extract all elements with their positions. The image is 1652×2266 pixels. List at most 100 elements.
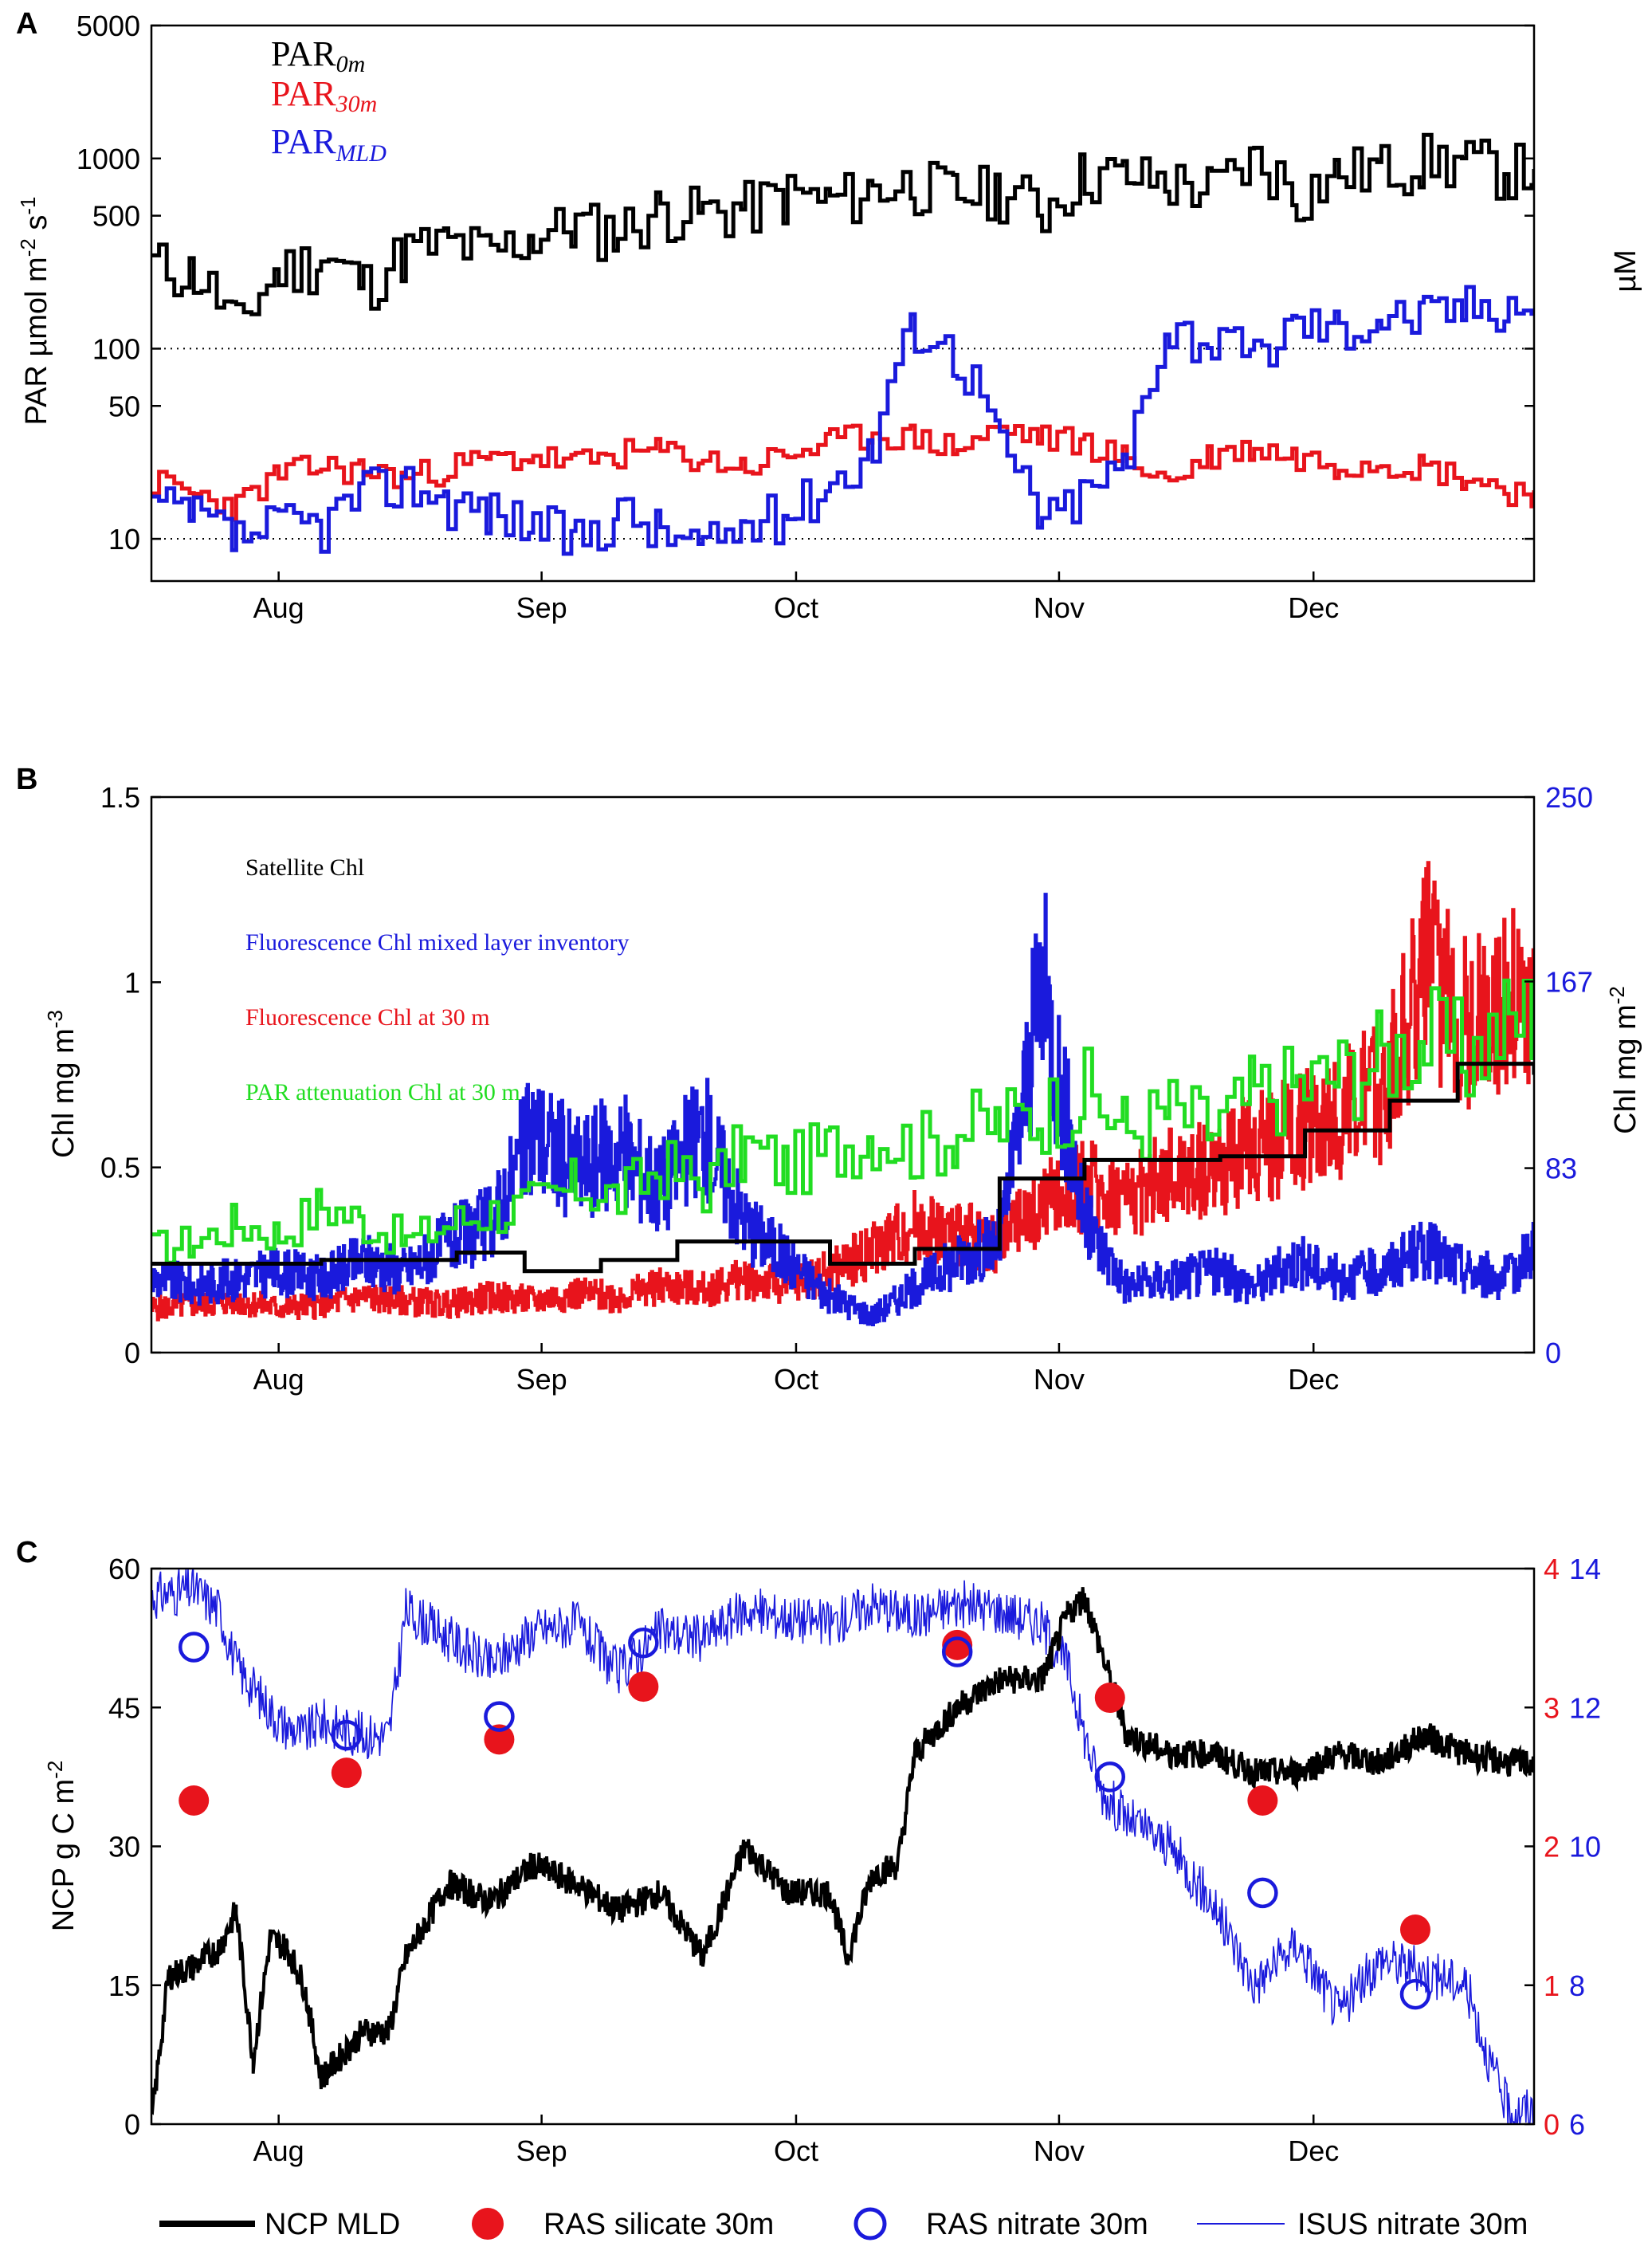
panel-a-y-axis-title: PAR µmol m-2 s-1: [16, 196, 53, 425]
y-tick-label: 500: [92, 200, 140, 233]
panel-a-right-axis-title: µM: [1609, 249, 1642, 293]
y-tick-label: 5000: [77, 10, 140, 42]
series-par30m: [151, 423, 1534, 522]
ras-nitrate-point: [484, 1701, 515, 1732]
legend-ras-nitrate-swatch: [853, 2207, 887, 2240]
ras-nitrate-point: [331, 1719, 363, 1751]
panel-c-x-tick-label: Nov: [1034, 2134, 1085, 2167]
legend-fluorescence-chl-30m: Fluorescence Chl at 30 m: [245, 1004, 490, 1031]
ras-silicate-point: [942, 1629, 973, 1660]
legend-ncp-mld: NCP MLD: [265, 2208, 400, 2241]
ras-nitrate-point: [628, 1627, 659, 1659]
ras-silicate-point: [179, 1785, 210, 1816]
panel-c-x-tick-label: Sep: [516, 2134, 567, 2167]
y-tick-label: 0: [124, 2108, 140, 2141]
panel-c-y-axis-title: NCP g C m-2: [43, 1761, 80, 1932]
panel-a-y-ticks: 5000 1000 500 100 50 10: [77, 10, 1534, 556]
panel-b-x-ticks: Aug Sep Oct Nov Dec: [253, 1343, 1339, 1396]
ras-silicate-point: [1247, 1785, 1278, 1816]
panel-a-letter: A: [16, 7, 37, 41]
y-tick-label: 50: [108, 390, 140, 422]
silicate-axis-label: 4: [1544, 1553, 1560, 1585]
panel-a-x-tick-label: Aug: [253, 591, 304, 624]
y-tick-label: 100: [92, 332, 140, 365]
panel-b-legend: Satellite Chl Fluorescence Chl mixed lay…: [245, 854, 630, 1106]
panel-c-legend: NCP MLD RAS silicate 30m RAS nitrate 30m…: [159, 2207, 1528, 2241]
panel-c-x-ticks: Aug Sep Oct Nov Dec: [253, 2115, 1339, 2167]
ras-nitrate-point: [178, 1632, 210, 1663]
y-tick-right-label: 250: [1545, 781, 1593, 814]
nitrate-axis-label: 14: [1569, 1553, 1601, 1585]
panel-a-x-tick-label: Dec: [1288, 591, 1339, 624]
panel-c-letter: C: [16, 1536, 37, 1569]
legend-isus-nitrate: ISUS nitrate 30m: [1297, 2208, 1528, 2241]
panel-b-x-tick-label: Nov: [1034, 1363, 1085, 1396]
y-tick-label: 10: [108, 523, 140, 556]
silicate-axis-label: 0: [1544, 2108, 1560, 2141]
series-ncp-mld: [151, 1587, 1534, 2115]
ras-silicate-point: [1399, 1915, 1430, 1946]
panel-b: B 0 0.5 1 1.5 0 83 167 250 Aug Sep Oct Nov Dec Chl…: [16, 763, 1642, 1396]
panel-b-frame: [150, 795, 1536, 1354]
nitrate-axis-label: 8: [1569, 1969, 1585, 2002]
panel-b-right-axis-title: Chl mg m-2: [1605, 986, 1642, 1134]
y-tick-label: 60: [108, 1553, 140, 1585]
series-par-attenuation-chl-at-30-m: [151, 978, 1534, 1265]
panel-a-legend: PAR0m PAR30m PARMLD: [271, 34, 387, 167]
panel-c-x-tick-label: Oct: [774, 2134, 818, 2167]
y-tick-right-label: 0: [1545, 1337, 1561, 1369]
ras-silicate-point: [331, 1757, 362, 1789]
panel-b-x-tick-label: Oct: [774, 1363, 818, 1396]
panel-c-x-tick-label: Aug: [253, 2134, 304, 2167]
panel-b-right-y-ticks: 0 83 167 250: [1524, 781, 1593, 1369]
nitrate-axis-label: 10: [1569, 1831, 1601, 1863]
y-tick-label: 0: [124, 1337, 140, 1369]
y-tick-label: 30: [108, 1831, 140, 1863]
panel-a-x-tick-label: Nov: [1034, 591, 1085, 624]
y-tick-label: 1.5: [100, 781, 140, 814]
legend-ras-silicate: RAS silicate 30m: [543, 2208, 774, 2241]
series-satellite-chl: [151, 1062, 1534, 1274]
y-tick-right-label: 83: [1545, 1153, 1577, 1185]
panel-c-right-y-ticks: 0 6 1 8 2 10 3 12 4 14: [1524, 1553, 1601, 2141]
panel-b-left-y-ticks: 0 0.5 1 1.5: [100, 781, 161, 1369]
panel-b-x-tick-label: Dec: [1288, 1363, 1339, 1396]
ras-silicate-point: [484, 1724, 515, 1755]
series-par0m: [151, 132, 1534, 316]
silicate-axis-label: 3: [1544, 1691, 1560, 1724]
legend-ras-nitrate: RAS nitrate 30m: [926, 2208, 1148, 2241]
legend-fluorescence-chl-mixed-layer: Fluorescence Chl mixed layer inventory: [245, 929, 630, 956]
panel-a-frame: [150, 24, 1536, 583]
legend-par-30m: PAR30m: [271, 74, 377, 117]
y-tick-label: 15: [108, 1969, 140, 2002]
y-tick-label: 45: [108, 1691, 140, 1724]
ras-nitrate-point: [1247, 1877, 1278, 1909]
silicate-axis-label: 2: [1544, 1831, 1560, 1863]
series-isus-nitrate-30m: [151, 1569, 1534, 2124]
legend-par-mld: PARMLD: [271, 122, 387, 167]
panel-b-left-axis-title: Chl mg m-3: [43, 1010, 80, 1158]
nitrate-axis-label: 12: [1569, 1691, 1601, 1724]
y-tick-label: 1: [124, 966, 140, 999]
ras-silicate-point: [1094, 1683, 1125, 1714]
panel-b-letter: B: [16, 763, 37, 796]
ras-silicate-point: [628, 1671, 659, 1702]
nitrate-axis-label: 6: [1569, 2108, 1585, 2141]
panel-c-plot-area: [151, 1569, 1534, 2124]
series-parmld: [151, 285, 1534, 556]
panel-a-plot-area: [151, 132, 1534, 556]
panel-b-x-tick-label: Aug: [253, 1363, 304, 1396]
y-tick-label: 0.5: [100, 1152, 140, 1184]
ras-nitrate-point: [941, 1636, 973, 1667]
legend-satellite-chl: Satellite Chl: [245, 854, 364, 881]
panel-c-x-tick-label: Dec: [1288, 2134, 1339, 2167]
legend-par-attenuation-chl-30m: PAR attenuation Chl at 30 m: [245, 1079, 520, 1106]
ras-nitrate-point: [1094, 1761, 1126, 1793]
legend-ras-silicate-swatch: [472, 2208, 504, 2240]
panel-b-x-tick-label: Sep: [516, 1363, 567, 1396]
panel-c-left-y-ticks: 0 15 30 45 60: [108, 1553, 161, 2141]
series-fluorescence-chl-mixed-layer-inventory: [151, 893, 1534, 1326]
silicate-axis-label: 1: [1544, 1969, 1560, 2002]
